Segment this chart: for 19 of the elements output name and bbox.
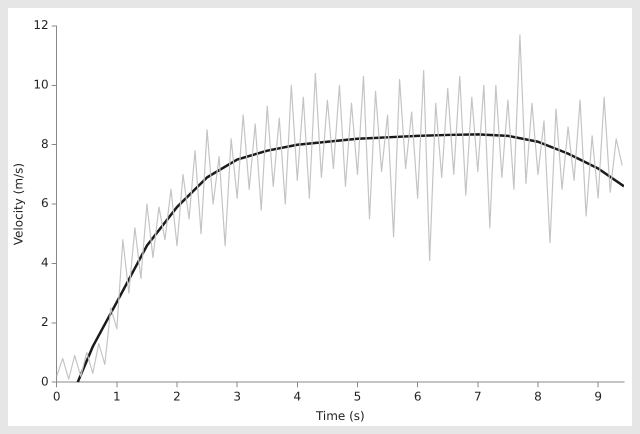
y-axis-title: Velocity (m/s) bbox=[11, 162, 26, 246]
x-tick-label: 5 bbox=[354, 390, 362, 404]
x-tick-label: 7 bbox=[474, 390, 482, 404]
x-tick-label: 6 bbox=[414, 390, 422, 404]
x-tick-label: 9 bbox=[594, 390, 602, 404]
x-tick-label: 0 bbox=[52, 390, 60, 404]
y-tick-label: 12 bbox=[33, 18, 49, 32]
x-tick-label: 4 bbox=[294, 390, 302, 404]
x-tick-label: 1 bbox=[113, 390, 121, 404]
x-tick-label: 8 bbox=[534, 390, 542, 404]
x-axis-title: Time (s) bbox=[314, 408, 365, 423]
y-tick-label: 4 bbox=[41, 256, 49, 270]
y-tick-label: 0 bbox=[41, 374, 49, 388]
x-tick-label: 3 bbox=[233, 390, 241, 404]
y-tick-label: 2 bbox=[41, 314, 49, 329]
y-tick-label: 8 bbox=[41, 136, 49, 151]
x-tick-label: 2 bbox=[173, 390, 181, 404]
y-tick-label: 10 bbox=[33, 77, 49, 92]
y-tick-label: 6 bbox=[41, 196, 49, 210]
